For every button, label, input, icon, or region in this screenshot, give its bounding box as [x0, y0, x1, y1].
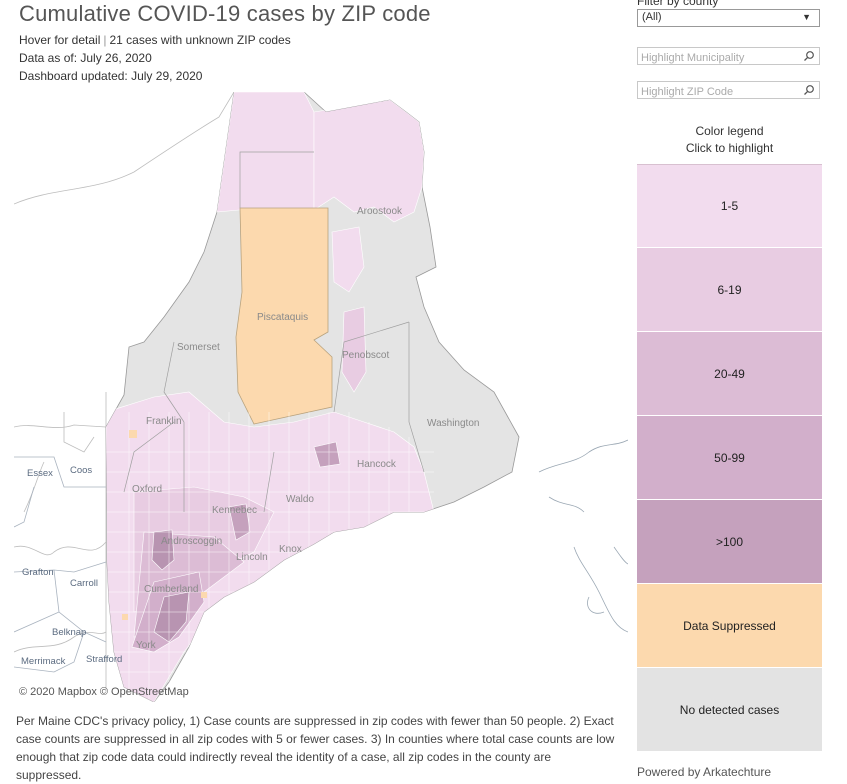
nh-label-belknap: Belknap — [52, 627, 86, 638]
highlight-municipality-box[interactable] — [637, 47, 820, 66]
county-label-cumberland: Cumberland — [144, 584, 198, 595]
updated-value: July 29, 2020 — [131, 69, 203, 83]
data-as-of-value: July 26, 2020 — [80, 51, 152, 65]
highlight-municipality-input[interactable] — [638, 50, 794, 66]
legend-item-1-5[interactable]: 1-5 — [637, 164, 822, 248]
legend-item-100-plus[interactable]: >100 — [637, 500, 822, 584]
updated-row: Dashboard updated: July 29, 2020 — [19, 69, 202, 83]
nh-label-strafford: Strafford — [86, 654, 122, 665]
nh-label-coos: Coos — [70, 465, 92, 476]
nh-label-carroll: Carroll — [70, 578, 98, 589]
county-label-androscoggin: Androscoggin — [161, 536, 222, 547]
legend-item-6-19[interactable]: 6-19 — [637, 248, 822, 332]
data-as-of-row: Data as of: July 26, 2020 — [19, 51, 152, 65]
county-labels: Aroostook Piscataquis Somerset Penobscot… — [132, 206, 479, 651]
county-label-york: York — [136, 640, 157, 651]
county-label-washington: Washington — [427, 418, 479, 429]
county-boundaries — [123, 151, 425, 513]
legend-item-label: Data Suppressed — [683, 618, 776, 633]
map-credit[interactable]: © 2020 Mapbox © OpenStreetMap — [19, 686, 189, 698]
legend-item-label: 6-19 — [717, 282, 742, 297]
county-label-aroostook: Aroostook — [357, 206, 403, 217]
hover-hint: Hover for detail — [19, 33, 101, 47]
nh-label-merrimack: Merrimack — [21, 656, 66, 667]
suppressed-patch-2[interactable] — [201, 592, 207, 598]
legend-item-label: 1-5 — [720, 199, 739, 213]
unknown-zip-note: 21 cases with unknown ZIP codes — [109, 33, 291, 47]
suppressed-patch[interactable] — [129, 430, 137, 438]
search-icon[interactable] — [803, 84, 815, 96]
coastline-islands — [538, 439, 628, 633]
legend-item-no-cases[interactable]: No detected cases — [637, 668, 822, 752]
nh-county-lines — [14, 456, 107, 673]
legend-item-suppressed[interactable]: Data Suppressed — [637, 584, 822, 668]
county-filter-select[interactable]: (All) ▼ — [637, 9, 820, 27]
legend-item-20-49[interactable]: 20-49 — [637, 332, 822, 416]
chevron-down-icon: ▼ — [802, 12, 811, 22]
zip-penobscot-strip[interactable] — [341, 306, 367, 393]
legend-item-label: 20-49 — [714, 366, 745, 381]
county-label-somerset: Somerset — [177, 342, 220, 353]
county-label-piscataquis: Piscataquis — [257, 312, 308, 323]
legend-item-label: 50-99 — [714, 450, 745, 465]
legend-title: Color legend Click to highlight — [637, 123, 822, 157]
legend-item-label: >100 — [715, 534, 744, 549]
county-label-knox: Knox — [279, 544, 302, 555]
county-label-waldo: Waldo — [286, 494, 314, 505]
page-title: Cumulative COVID-19 cases by ZIP code — [19, 1, 431, 26]
county-label-lincoln: Lincoln — [236, 552, 268, 563]
county-label-penobscot: Penobscot — [342, 350, 389, 361]
aroostook-zip-region-2[interactable] — [331, 226, 365, 293]
legend-heading: Color legend — [695, 124, 764, 138]
highlight-zip-box[interactable] — [637, 81, 820, 100]
piscataquis-suppressed[interactable] — [235, 207, 333, 425]
county-label-kennebec: Kennebec — [212, 505, 257, 516]
search-icon[interactable] — [803, 50, 815, 62]
subtitle-row: Hover for detail | 21 cases with unknown Z… — [19, 33, 291, 47]
maine-zip-map[interactable]: Aroostook Piscataquis Somerset Penobscot… — [14, 92, 628, 702]
county-filter-label: Filter by county — [637, 0, 719, 8]
county-label-oxford: Oxford — [132, 484, 162, 495]
nh-labels: Essex Coos Grafton Carroll Belknap Merri… — [21, 465, 122, 667]
data-as-of-label: Data as of: — [19, 51, 78, 65]
color-legend[interactable]: 1-5 6-19 20-49 50-99 >100 Data Suppresse… — [637, 164, 822, 752]
legend-subheading: Click to highlight — [685, 141, 774, 155]
powered-by[interactable]: Powered by Arkatechture — [637, 765, 772, 779]
county-label-hancock: Hancock — [357, 459, 397, 470]
nh-label-essex: Essex — [27, 468, 53, 479]
privacy-footnote: Per Maine CDC's privacy policy, 1) Case … — [16, 714, 615, 782]
county-filter-value: (All) — [642, 11, 662, 23]
county-label-franklin: Franklin — [146, 416, 182, 427]
nh-label-grafton: Grafton — [22, 567, 54, 578]
highlight-zip-input[interactable] — [638, 84, 794, 100]
suppressed-patch-3[interactable] — [122, 614, 128, 620]
legend-item-label: No detected cases — [679, 702, 780, 717]
updated-label: Dashboard updated: — [19, 69, 128, 83]
legend-item-50-99[interactable]: 50-99 — [637, 416, 822, 500]
zip-hotspot-penobscot[interactable] — [313, 441, 341, 468]
aroostook-zip-region[interactable] — [313, 99, 425, 223]
